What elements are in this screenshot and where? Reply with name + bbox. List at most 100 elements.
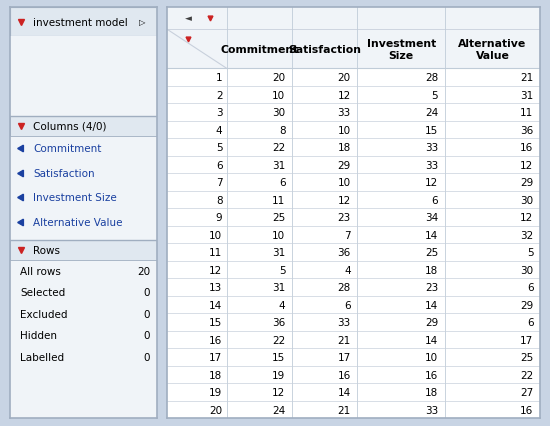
Text: 6: 6 xyxy=(344,300,351,310)
Text: 5: 5 xyxy=(216,143,222,153)
Text: 33: 33 xyxy=(337,317,351,327)
Text: 31: 31 xyxy=(520,90,534,101)
Text: 19: 19 xyxy=(209,387,222,397)
Text: 20: 20 xyxy=(338,73,351,83)
Text: ◄: ◄ xyxy=(185,14,191,23)
Text: 17: 17 xyxy=(520,335,534,345)
Text: 0: 0 xyxy=(144,331,150,340)
Text: 11: 11 xyxy=(272,195,285,205)
Text: 5: 5 xyxy=(432,90,438,101)
Text: 2: 2 xyxy=(216,90,222,101)
Text: 9: 9 xyxy=(216,213,222,223)
Text: 34: 34 xyxy=(425,213,438,223)
Text: 16: 16 xyxy=(337,370,351,380)
Text: 14: 14 xyxy=(209,300,222,310)
Text: 18: 18 xyxy=(425,265,438,275)
Text: 6: 6 xyxy=(279,178,285,188)
Text: 16: 16 xyxy=(520,143,534,153)
Text: 7: 7 xyxy=(344,230,351,240)
Text: 4: 4 xyxy=(279,300,285,310)
Text: 18: 18 xyxy=(425,387,438,397)
Bar xyxy=(10,116,157,136)
Text: 24: 24 xyxy=(425,108,438,118)
Text: Rows: Rows xyxy=(34,246,60,256)
Text: Commitment: Commitment xyxy=(34,144,102,153)
Text: 11: 11 xyxy=(520,108,534,118)
Text: 18: 18 xyxy=(337,143,351,153)
Text: 29: 29 xyxy=(425,317,438,327)
Text: 30: 30 xyxy=(520,195,534,205)
Text: 33: 33 xyxy=(425,160,438,170)
Text: 10: 10 xyxy=(425,352,438,362)
Text: 33: 33 xyxy=(337,108,351,118)
Text: 29: 29 xyxy=(337,160,351,170)
Text: 18: 18 xyxy=(209,370,222,380)
Text: 4: 4 xyxy=(216,125,222,135)
Text: 8: 8 xyxy=(279,125,285,135)
Text: 12: 12 xyxy=(337,90,351,101)
Text: 16: 16 xyxy=(425,370,438,380)
Text: Excluded: Excluded xyxy=(20,309,68,319)
Text: 12: 12 xyxy=(209,265,222,275)
Text: 14: 14 xyxy=(425,230,438,240)
Text: 13: 13 xyxy=(209,282,222,292)
Text: 28: 28 xyxy=(425,73,438,83)
Text: 20: 20 xyxy=(272,73,285,83)
Text: 0: 0 xyxy=(144,288,150,298)
Text: 12: 12 xyxy=(337,195,351,205)
Text: 16: 16 xyxy=(209,335,222,345)
Text: 36: 36 xyxy=(520,125,534,135)
Text: 6: 6 xyxy=(432,195,438,205)
Text: 24: 24 xyxy=(272,405,285,414)
Text: 21: 21 xyxy=(337,405,351,414)
Text: 12: 12 xyxy=(272,387,285,397)
Bar xyxy=(10,8,157,37)
Text: 30: 30 xyxy=(272,108,285,118)
Text: 23: 23 xyxy=(425,282,438,292)
Text: 29: 29 xyxy=(520,300,534,310)
Text: 22: 22 xyxy=(520,370,534,380)
Text: 31: 31 xyxy=(272,282,285,292)
Text: Hidden: Hidden xyxy=(20,331,57,340)
Text: 10: 10 xyxy=(209,230,222,240)
Text: ▷: ▷ xyxy=(139,18,146,27)
Text: 11: 11 xyxy=(209,248,222,257)
Text: All rows: All rows xyxy=(20,266,61,276)
Text: 12: 12 xyxy=(520,213,534,223)
Text: Columns (4/0): Columns (4/0) xyxy=(34,121,107,131)
Text: 20: 20 xyxy=(209,405,222,414)
Text: 19: 19 xyxy=(272,370,285,380)
Text: 30: 30 xyxy=(520,265,534,275)
Text: 12: 12 xyxy=(520,160,534,170)
Text: 21: 21 xyxy=(520,73,534,83)
Text: 25: 25 xyxy=(272,213,285,223)
Text: 22: 22 xyxy=(272,335,285,345)
Text: 8: 8 xyxy=(216,195,222,205)
Text: 28: 28 xyxy=(337,282,351,292)
Text: 36: 36 xyxy=(272,317,285,327)
Text: 33: 33 xyxy=(425,143,438,153)
Text: Alternative
Value: Alternative Value xyxy=(459,39,527,61)
Text: 6: 6 xyxy=(527,317,534,327)
Text: 3: 3 xyxy=(216,108,222,118)
Text: 10: 10 xyxy=(338,125,351,135)
Text: 0: 0 xyxy=(144,309,150,319)
Text: 14: 14 xyxy=(425,300,438,310)
Text: 7: 7 xyxy=(216,178,222,188)
Text: 23: 23 xyxy=(337,213,351,223)
Text: 10: 10 xyxy=(272,90,285,101)
Text: Selected: Selected xyxy=(20,288,65,298)
Bar xyxy=(167,8,540,69)
Text: 20: 20 xyxy=(137,266,150,276)
Text: 5: 5 xyxy=(527,248,534,257)
Text: 10: 10 xyxy=(272,230,285,240)
Text: 31: 31 xyxy=(272,248,285,257)
Text: 17: 17 xyxy=(337,352,351,362)
Text: 0: 0 xyxy=(144,352,150,362)
Text: 33: 33 xyxy=(425,405,438,414)
Text: investment model: investment model xyxy=(34,17,128,27)
Text: Alternative Value: Alternative Value xyxy=(34,217,123,227)
Text: 17: 17 xyxy=(209,352,222,362)
Bar xyxy=(10,241,157,261)
Text: 10: 10 xyxy=(338,178,351,188)
